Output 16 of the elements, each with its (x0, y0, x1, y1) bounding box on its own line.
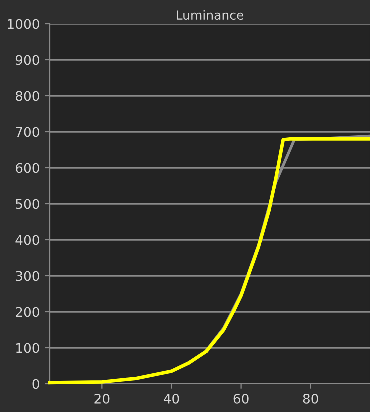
y-tick-label: 100 (16, 343, 40, 354)
chart-title: Luminance (177, 10, 244, 20)
x-tick-label: 80 (303, 394, 318, 404)
y-tick-label: 300 (16, 271, 40, 282)
y-tick-label: 800 (16, 91, 40, 102)
y-tick-label: 500 (16, 199, 40, 210)
x-tick-label: 40 (164, 394, 180, 404)
x-tick-label: 60 (234, 394, 249, 404)
y-tick-label: 600 (16, 163, 40, 174)
y-tick-label: 0 (32, 379, 40, 390)
y-tick-label: 400 (16, 235, 40, 246)
x-tick-label: 20 (94, 394, 110, 404)
y-tick-label: 1000 (8, 19, 40, 30)
y-tick-label: 700 (16, 127, 40, 138)
y-tick-label: 900 (16, 55, 40, 66)
y-tick-label: 200 (16, 307, 40, 318)
